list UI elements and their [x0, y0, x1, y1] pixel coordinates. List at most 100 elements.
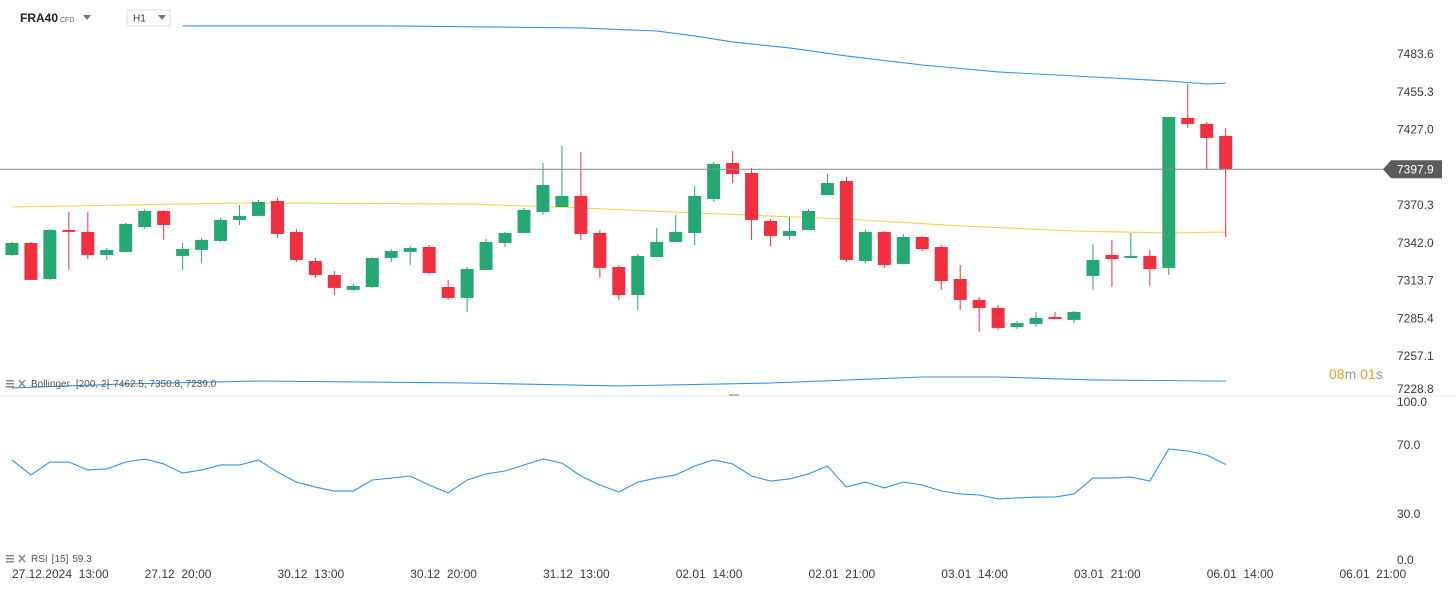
- x-tick-label: 06.01 21:00: [1339, 567, 1406, 581]
- x-tick-label: 06.01 14:00: [1207, 567, 1274, 581]
- symbol-dropdown[interactable]: [83, 15, 91, 20]
- candle-body: [479, 241, 493, 270]
- candle-body: [991, 307, 1005, 328]
- y-tick-label: 7370.3: [1397, 198, 1434, 212]
- candle-body: [5, 243, 19, 255]
- timeframe-dropdown[interactable]: [158, 15, 166, 20]
- candle-body: [707, 163, 721, 199]
- candle-body: [81, 231, 95, 255]
- candle-body: [1162, 117, 1176, 268]
- candle-body: [1124, 255, 1138, 258]
- x-tick-label: 27.12 20:00: [145, 567, 212, 581]
- timeframe-box[interactable]: [126, 9, 171, 27]
- bollinger-legend: Bollinger [200, 2] 7462.5, 7350.8, 7239.0: [6, 379, 217, 390]
- candle-body: [289, 231, 303, 260]
- candle-body: [62, 229, 76, 232]
- candle-body: [441, 287, 455, 298]
- candle-body: [422, 247, 436, 273]
- legend-close[interactable]: [18, 379, 26, 388]
- candle-body: [403, 247, 417, 252]
- indicator-line: [182, 25, 1226, 85]
- indicator-legend: Bollinger [200, 2] 7462.5, 7350.8, 7239.0: [31, 379, 217, 390]
- y-tick-label: 30.0: [1397, 507, 1421, 521]
- candle-body: [574, 195, 588, 234]
- candle-body: [896, 237, 910, 264]
- rsi-params: [15]: [52, 554, 69, 565]
- rsi-legend: RSI [15] 59.3: [6, 554, 92, 565]
- x-tick-label: 30.12 20:00: [410, 567, 477, 581]
- candle-body: [1067, 311, 1081, 320]
- candle-body: [555, 195, 569, 207]
- y-tick-label: 7257.1: [1397, 349, 1434, 363]
- candle-body: [536, 185, 550, 212]
- candle-body: [820, 183, 834, 195]
- y-tick-label: 100.0: [1397, 395, 1427, 409]
- candle-body: [1010, 323, 1024, 327]
- candle-body: [195, 239, 209, 250]
- indicator-params: [200, 2]: [76, 379, 110, 390]
- candle-body: [745, 173, 759, 220]
- candle-body: [858, 231, 872, 261]
- candle-body: [498, 233, 512, 243]
- y-tick-label: 7427.0: [1397, 123, 1434, 137]
- candle-body: [915, 237, 929, 249]
- y-tick-label: 7313.7: [1397, 274, 1434, 288]
- candle-body: [839, 181, 853, 260]
- candle-body: [783, 231, 797, 236]
- candle-body: [953, 279, 967, 300]
- legend-icon[interactable]: [6, 555, 14, 557]
- legend-icon[interactable]: [6, 383, 14, 385]
- candle-body: [650, 241, 664, 257]
- x-tick-label: 03.01 21:00: [1074, 567, 1141, 581]
- rsi-readout: 59.3: [72, 554, 92, 565]
- candle-body: [1219, 135, 1233, 170]
- x-tick-label: 03.01 14:00: [941, 567, 1008, 581]
- y-tick-label: 7342.0: [1397, 236, 1434, 250]
- indicator-line: [11, 376, 1226, 389]
- candle-body: [593, 233, 607, 268]
- legend-icon[interactable]: [6, 558, 14, 560]
- rsi-name: RSI: [31, 554, 48, 565]
- candle-body: [157, 211, 171, 225]
- rsi-pane: 100.0 70.0 30.0 0.0: [11, 395, 1427, 567]
- x-tick-label: 31.12 13:00: [543, 567, 610, 581]
- indicator-name: Bollinger: [31, 379, 71, 390]
- candle-body: [384, 251, 398, 258]
- candle-body: [1181, 117, 1195, 124]
- candle-body: [214, 219, 228, 241]
- candle-body: [327, 275, 341, 288]
- y-tick-label: 7285.4: [1397, 311, 1434, 325]
- candle-body: [1029, 317, 1043, 324]
- candle-body: [138, 211, 152, 227]
- candle-body: [270, 201, 284, 234]
- y-tick-label: 70.0: [1397, 438, 1421, 452]
- legend-icon[interactable]: [6, 380, 14, 382]
- instrument-type: CFD: [60, 17, 74, 24]
- y-tick-label: 0.0: [1397, 553, 1414, 567]
- legend-icon[interactable]: [6, 561, 14, 563]
- legend-close[interactable]: [18, 554, 26, 563]
- countdown-minutes-unit: m: [1345, 366, 1357, 382]
- timeframe[interactable]: H1: [133, 14, 146, 25]
- candle-body: [176, 249, 190, 256]
- y-tick-label: 7455.3: [1397, 85, 1434, 99]
- candle-body: [460, 269, 474, 298]
- price-pane: 7483.6 7455.3 7427.0 7370.3 7342.0 7313.7 7285…: [0, 25, 1442, 396]
- indicator-line: [11, 202, 1226, 234]
- candle-body: [365, 257, 379, 287]
- symbol[interactable]: FRA40: [20, 11, 58, 25]
- x-tick-label: 02.01 21:00: [808, 567, 875, 581]
- countdown-minutes: 08: [1329, 366, 1345, 382]
- countdown: 08m 01s: [1329, 366, 1383, 382]
- indicator-readout: 7462.5, 7350.8, 7239.0: [113, 379, 216, 390]
- rsi-line: [11, 448, 1226, 500]
- candle-body: [346, 285, 360, 290]
- candle-body: [233, 215, 247, 220]
- candle-body: [934, 247, 948, 281]
- legend-icon[interactable]: [6, 386, 14, 388]
- pane-resize-handle[interactable]: [729, 394, 739, 396]
- candle-body: [726, 163, 740, 174]
- candle-body: [1048, 317, 1062, 319]
- candle-body: [764, 221, 778, 236]
